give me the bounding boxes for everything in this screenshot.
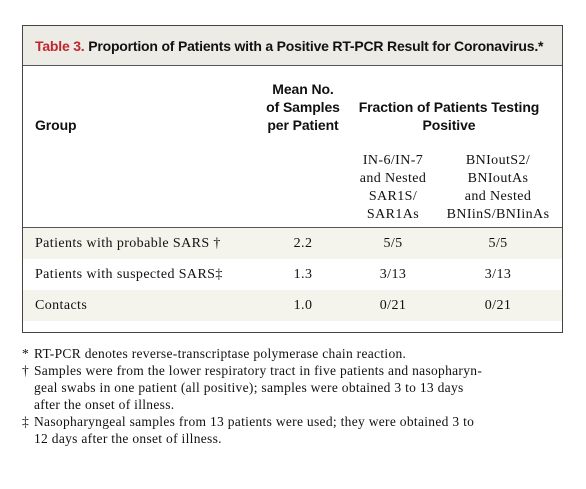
cell-mean: 1.0: [293, 298, 313, 313]
footnote: * RT-PCR denotes reverse-transcriptase p…: [22, 345, 552, 362]
footnote-symbol: ‡: [22, 414, 30, 429]
footnote-symbol: †: [22, 363, 30, 378]
table-row: Patients with probable SARS † 2.2 5/5 5/…: [23, 228, 562, 259]
cell-mean: 2.2: [293, 236, 313, 251]
table-container: Table 3. Proportion of Patients with a P…: [22, 25, 563, 333]
cell-group: Contacts: [35, 298, 88, 313]
header-divider: [23, 227, 562, 228]
table-row: Contacts 1.0 0/21 0/21: [23, 290, 562, 321]
cell-method-a: 3/13: [379, 267, 407, 282]
footnotes: * RT-PCR denotes reverse-transcriptase p…: [22, 345, 552, 447]
footnote-symbol: *: [22, 346, 30, 361]
table-row: Patients with suspected SARS‡ 1.3 3/13 3…: [23, 259, 562, 290]
header-group: Group: [35, 117, 77, 133]
footnote: ‡ Nasopharyngeal samples from 13 patient…: [22, 413, 552, 447]
cell-method-a: 0/21: [379, 298, 407, 313]
header-method-b: BNIoutS2/ BNIoutAs and Nested BNIinS/BNI…: [446, 153, 550, 222]
table-title: Table 3. Proportion of Patients with a P…: [35, 38, 543, 54]
cell-method-b: 5/5: [488, 236, 508, 251]
footnote-text: RT-PCR denotes reverse-transcriptase pol…: [34, 346, 407, 361]
title-divider: [23, 65, 562, 66]
cell-group: Patients with suspected SARS‡: [35, 267, 223, 282]
table-title-text: Proportion of Patients with a Positive R…: [88, 38, 544, 54]
footnote-text: Samples were from the lower respiratory …: [34, 363, 483, 412]
footnote-text: Nasopharyngeal samples from 13 patients …: [34, 414, 475, 446]
header-method-a: IN-6/IN-7 and Nested SAR1S/ SAR1As: [359, 153, 427, 222]
header-mean: Mean No. of Samples per Patient: [266, 81, 340, 133]
header-fraction: Fraction of Patients Testing Positive: [358, 99, 540, 133]
cell-mean: 1.3: [293, 267, 313, 282]
table-title-band: Table 3. Proportion of Patients with a P…: [23, 26, 562, 65]
cell-group: Patients with probable SARS †: [35, 236, 221, 251]
cell-method-b: 3/13: [484, 267, 512, 282]
footnote: † Samples were from the lower respirator…: [22, 362, 552, 413]
cell-method-b: 0/21: [484, 298, 512, 313]
cell-method-a: 5/5: [383, 236, 403, 251]
table-label: Table 3.: [35, 38, 85, 54]
